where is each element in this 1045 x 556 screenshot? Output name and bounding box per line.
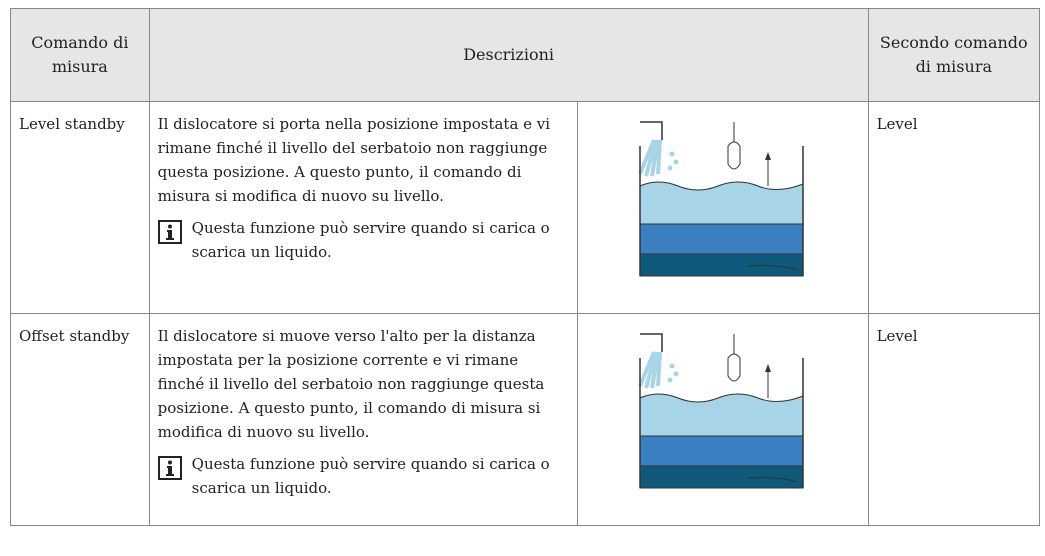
note: Questa funzione può servire quando si ca…: [157, 452, 570, 500]
second-command-cell: Level: [867, 313, 1041, 526]
note-text: Questa funzione può servire quando si ca…: [191, 455, 550, 497]
measure-table: Comando di misura Descrizioni Secondo co…: [10, 8, 1041, 526]
illustration-cell: [577, 101, 869, 314]
table-row: Offset standby Il dislocatore si muove ve…: [10, 313, 1041, 526]
tank-illustration: [638, 333, 804, 489]
description-cell: Il dislocatore si muove verso l'alto per…: [148, 313, 579, 526]
info-icon: [157, 220, 182, 244]
description-text: Il dislocatore si porta nella posizione …: [157, 115, 551, 205]
command-cell: Offset standby: [10, 313, 150, 526]
header-row: Comando di misura Descrizioni Secondo co…: [10, 8, 1041, 102]
tank-illustration: [638, 121, 804, 277]
second-command-cell: Level: [867, 101, 1041, 314]
command-cell: Level standby: [10, 101, 150, 314]
header-cell: Comando di misura: [10, 8, 150, 102]
description-text: Il dislocatore si muove verso l'alto per…: [157, 327, 545, 441]
description-cell: Il dislocatore si porta nella posizione …: [148, 101, 579, 314]
table-row: Level standby Il dislocatore si porta nel…: [10, 101, 1041, 314]
header-cell: Secondo comando di misura: [867, 8, 1041, 102]
note-text: Questa funzione può servire quando si ca…: [191, 219, 550, 261]
illustration-cell: [577, 313, 869, 526]
info-icon: [157, 456, 182, 480]
note: Questa funzione può servire quando si ca…: [157, 216, 570, 264]
header-cell: Descrizioni: [148, 8, 869, 102]
